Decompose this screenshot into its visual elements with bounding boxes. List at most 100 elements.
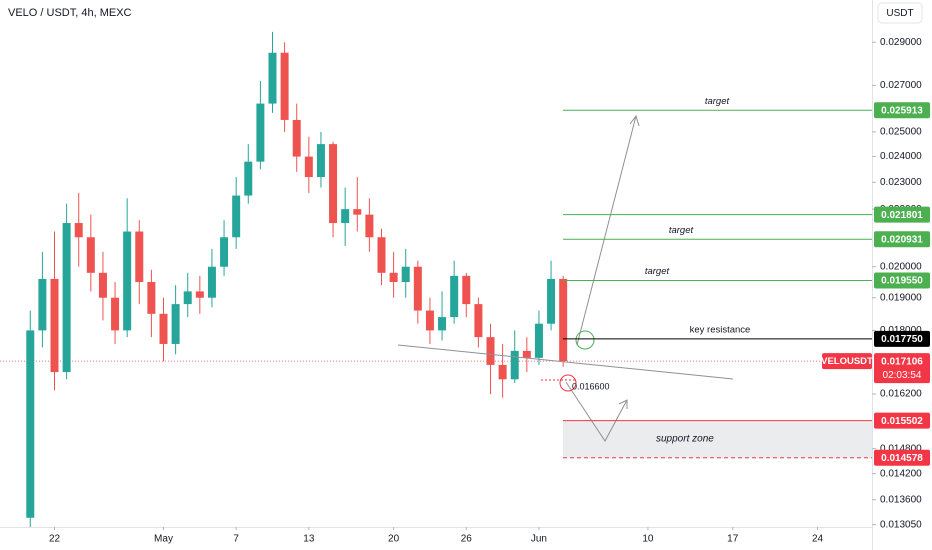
candle-body [268, 52, 277, 104]
candle-body [450, 275, 459, 318]
symbol-tag-label: VELOUSDT [821, 356, 873, 367]
y-tick-label: 0.027000 [880, 80, 922, 91]
candle-body [244, 161, 253, 196]
support-zone [563, 420, 872, 458]
candle-body [474, 304, 483, 338]
candle-body [123, 231, 132, 331]
candle-body [62, 223, 71, 373]
level-price-label: 0.025913 [881, 105, 923, 116]
level-price-label: 0.014578 [881, 453, 923, 464]
level-price-label: 0.019550 [881, 276, 923, 287]
x-tick-label: 24 [812, 534, 824, 545]
candle-body [256, 103, 265, 162]
y-tick-label: 0.018000 [880, 325, 922, 336]
candle-body [207, 266, 216, 298]
y-tick-label: 0.013050 [880, 519, 922, 530]
currency-button-label[interactable]: USDT [886, 8, 913, 19]
candle-body [534, 323, 543, 358]
down-arrow [565, 381, 628, 442]
candle-body [86, 237, 95, 273]
last-price-box [874, 353, 930, 384]
level-price-box [874, 449, 930, 466]
y-tick-label: 0.023000 [880, 177, 922, 188]
x-tick-label: 22 [49, 534, 61, 545]
candle-body [147, 282, 156, 314]
x-tick-label: 26 [461, 534, 473, 545]
y-tick-label: 0.014800 [880, 443, 922, 454]
candle-body [425, 310, 434, 331]
x-tick-label: 7 [233, 534, 239, 545]
candle-body [183, 291, 192, 305]
candle-body [74, 223, 83, 238]
candle-body [316, 144, 325, 178]
symbol-tag [822, 353, 872, 370]
currency-button[interactable] [877, 2, 923, 24]
candle-body [26, 330, 35, 518]
candle-body [341, 209, 350, 224]
level-price-label: 0.021801 [881, 210, 923, 221]
candle-body [498, 364, 507, 380]
candle-body [462, 275, 471, 305]
candle-body [220, 237, 229, 267]
level-price-box [874, 231, 930, 248]
level-price-box [874, 330, 930, 347]
support-label: support zone [656, 434, 714, 445]
y-tick-label: 0.025000 [880, 127, 922, 138]
y-tick-label: 0.020000 [880, 261, 922, 272]
resistance-circle [575, 330, 595, 350]
candle-body [195, 291, 204, 298]
candle-body [38, 278, 47, 331]
candle-body [365, 214, 374, 238]
candle-body [510, 350, 519, 380]
level-price-box [874, 206, 930, 223]
countdown-label: 02:03:54 [883, 370, 922, 381]
x-tick-label: 10 [642, 534, 654, 545]
level-price-label: 0.017750 [881, 334, 923, 345]
level-price-label: 0.015502 [881, 416, 923, 427]
x-tick-label: 20 [388, 534, 400, 545]
candle-body [135, 231, 144, 283]
low-marker-label: 0.016600 [572, 381, 610, 391]
candle-body [389, 272, 398, 283]
candle-body [547, 278, 556, 324]
y-tick-label: 0.019000 [880, 292, 922, 303]
candle-body [171, 304, 180, 344]
candle-body [353, 209, 362, 215]
candle-body [111, 297, 120, 331]
candle-body [304, 156, 313, 178]
trend-line [397, 344, 734, 380]
candle-body [292, 119, 301, 157]
candle-body [377, 237, 386, 273]
candle-body [522, 350, 531, 358]
level-note: target [669, 225, 694, 236]
plot-area: 0.016600 support zone target target target ke… [0, 31, 872, 527]
y-tick-label: 0.013600 [880, 494, 922, 505]
candle-body [438, 317, 447, 331]
candle-body [159, 313, 168, 344]
x-tick-label: Jun [531, 534, 547, 545]
candle-body [413, 266, 422, 311]
x-tick-label: 17 [727, 534, 739, 545]
y-tick-label: 0.029000 [880, 37, 922, 48]
y-tick-label: 0.016200 [880, 389, 922, 400]
candle-body [280, 52, 289, 120]
level-price-label: 0.020931 [881, 234, 923, 245]
x-tick-label: 13 [303, 534, 315, 545]
low-circle [559, 374, 577, 392]
candle-body [329, 144, 338, 224]
candle-body [401, 266, 410, 283]
last-price-label: 0.017106 [881, 356, 923, 367]
level-price-box [874, 272, 930, 289]
level-note: key resistance [690, 324, 751, 335]
level-note: target [705, 96, 730, 107]
candle-body [486, 337, 495, 365]
y-tick-label: 0.014200 [880, 468, 922, 479]
up-arrow [576, 114, 640, 346]
chart-title: VELO / USDT, 4h, MEXC [8, 7, 132, 19]
y-tick-label: 0.024000 [880, 151, 922, 162]
candle-body [559, 278, 568, 362]
candle-body [98, 272, 107, 298]
x-tick-label: May [154, 534, 173, 545]
level-note: target [645, 266, 670, 277]
